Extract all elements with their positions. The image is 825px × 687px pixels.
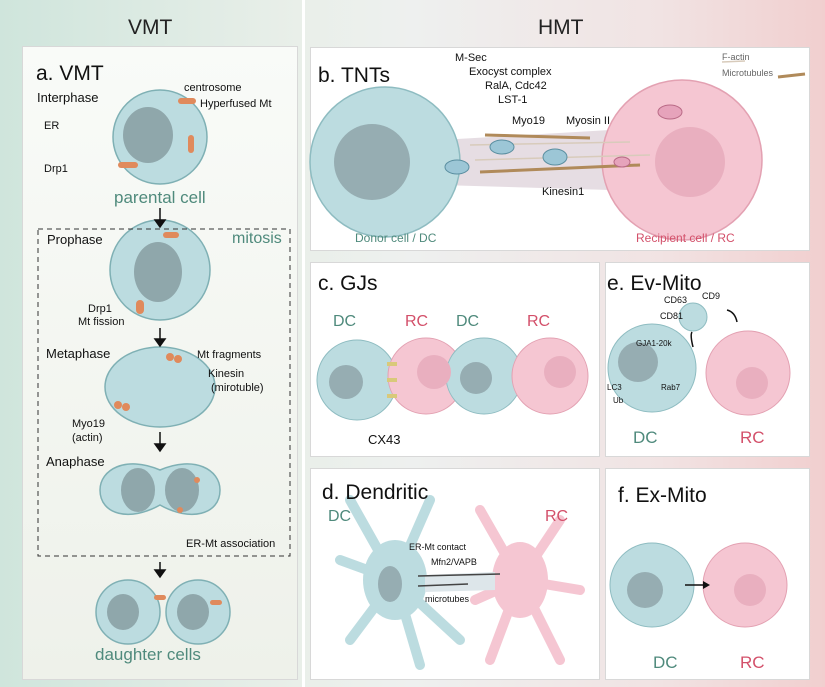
metaphase-label: Metaphase: [46, 346, 111, 361]
cd81-label: CD81: [660, 311, 684, 321]
donor-cell-label: Donor cell / DC: [355, 231, 437, 245]
arrows: [153, 208, 167, 579]
exocyst-label: Exocyst complex: [469, 66, 552, 78]
centrosome-label: centrosome: [184, 82, 242, 94]
lst1-label: LST-1: [498, 94, 528, 106]
vmt-header: VMT: [128, 16, 173, 39]
er-label: ER: [44, 120, 60, 132]
kinesin-label: Kinesin: [208, 368, 245, 380]
gjs-rc-2: RC: [527, 313, 551, 330]
ub-label: Ub: [613, 396, 624, 405]
gjs-rc-1: RC: [405, 313, 429, 330]
legend-factin: F-actin: [722, 52, 750, 62]
ex-dc-label: DC: [653, 653, 678, 672]
er-mt-association-label: ER-Mt association: [186, 538, 276, 550]
cd9-label: CD9: [702, 291, 721, 301]
rala-cdc42-label: RalA, Cdc42: [485, 80, 547, 92]
hmt-header: HMT: [538, 16, 584, 39]
interphase-label: Interphase: [37, 90, 99, 105]
ex-rc-label: RC: [740, 653, 765, 672]
mirotuble-label: (mirotuble): [211, 382, 264, 394]
drp1-fission-label: Drp1: [88, 303, 112, 315]
myosin2-label: Myosin II: [566, 115, 611, 127]
mitosis-label: mitosis: [232, 230, 282, 247]
prophase-label: Prophase: [47, 232, 103, 247]
hyperfused-mt-label: Hyperfused Mt: [200, 98, 272, 110]
gjs-dc-1: DC: [333, 313, 357, 330]
recipient-nucleus: [655, 127, 725, 197]
lc3-label: LC3: [607, 383, 622, 392]
microtubes-label: microtubes: [425, 594, 470, 604]
mitochondria: [114, 98, 222, 605]
ev-rc-label: RC: [740, 428, 765, 447]
ev-dc-label: DC: [633, 428, 658, 447]
mfn2-vapb-label: Mfn2/VAPB: [431, 557, 477, 567]
microtubules: [479, 133, 641, 174]
panel-b-title: b. TNTs: [318, 64, 390, 87]
panel-e-title: e. Ev-Mito: [607, 272, 702, 295]
cx43-label: CX43: [368, 432, 401, 447]
panel-d-title: d. Dendritic: [322, 481, 429, 504]
kinesin1-label: Kinesin1: [542, 186, 585, 198]
gjs-dc-2: DC: [456, 313, 480, 330]
anaphase-label: Anaphase: [46, 454, 105, 469]
dendritic-dc-label: DC: [328, 508, 352, 525]
drp1-label: Drp1: [44, 163, 68, 175]
daughter-cells-label: daughter cells: [95, 645, 201, 664]
legend-microtubules: Microtubules: [722, 68, 774, 78]
mt-fission-label: Mt fission: [78, 316, 125, 328]
parental-cell-label: parental cell: [114, 188, 206, 207]
gja1-20k-label: GJA1-20k: [636, 339, 672, 348]
divider: [302, 0, 305, 687]
er-mt-contact-label: ER-Mt contact: [409, 542, 467, 552]
recipient-cell-label: Recipient cell / RC: [636, 231, 735, 245]
cd63-label: CD63: [664, 295, 688, 305]
legend-microtubule-swatch: [777, 72, 806, 79]
dendritic-rc-label: RC: [545, 508, 569, 525]
myo19-label: Myo19: [72, 418, 106, 430]
donor-nucleus: [334, 124, 410, 200]
cx43-channels: [387, 362, 397, 398]
actin-label: (actin): [72, 432, 103, 444]
panel-f-title: f. Ex-Mito: [618, 484, 707, 507]
extracellular-vesicle: [678, 302, 708, 332]
panel-a-title: a. VMT: [36, 62, 104, 85]
rab7-label: Rab7: [661, 383, 681, 392]
mitosis-box: [37, 228, 291, 557]
mt-fragments-label: Mt fragments: [197, 349, 262, 361]
m-sec-label: M-Sec: [455, 52, 487, 64]
myo19-label-b: Myo19: [512, 115, 546, 127]
panel-c-title: c. GJs: [318, 272, 378, 295]
legend-factin-swatch: [721, 60, 746, 63]
